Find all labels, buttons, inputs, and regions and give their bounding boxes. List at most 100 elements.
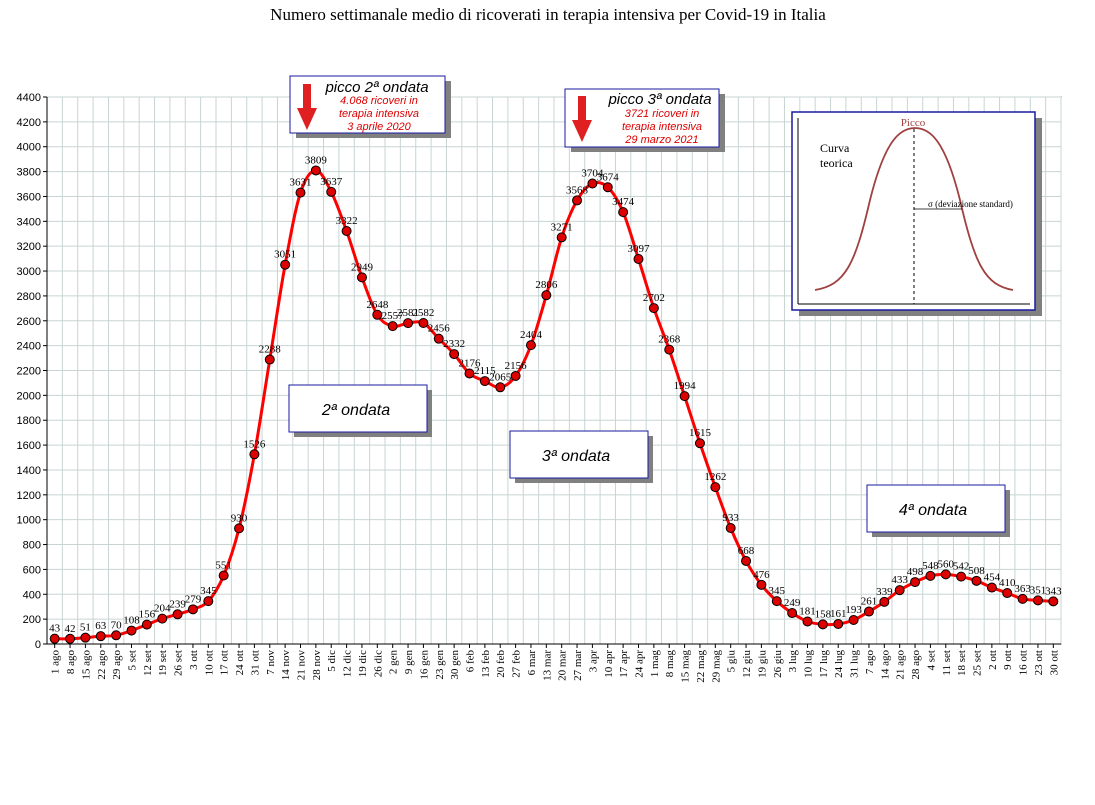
peak3-line1: 3721 ricoveri in	[625, 108, 700, 120]
data-label: 193	[845, 604, 862, 616]
wave2-box	[288, 384, 428, 433]
data-label: 156	[139, 609, 156, 621]
data-label: 433	[891, 574, 908, 586]
inset-peak-label: Picco	[901, 117, 926, 129]
data-point	[802, 616, 813, 627]
x-tick-label: 26 set	[173, 650, 185, 676]
data-label: 279	[185, 593, 202, 605]
data-point	[664, 344, 675, 355]
x-tick-label: 10 lug	[803, 650, 815, 678]
x-tick-label: 30 gen	[449, 650, 461, 680]
data-point	[863, 606, 874, 617]
peak2-box	[289, 75, 446, 134]
data-point	[264, 354, 275, 365]
data-point	[203, 596, 214, 607]
data-label: 2582	[412, 307, 434, 319]
data-label: 2557	[382, 310, 405, 322]
x-tick-label: 29 mag	[710, 650, 722, 683]
data-point	[126, 625, 137, 636]
data-label: 2404	[520, 329, 543, 341]
data-label: 3474	[612, 196, 635, 208]
x-tick-label: 12 dic	[342, 650, 354, 677]
inset-label-line2: teorica	[820, 156, 853, 170]
x-tick-label: 6 mar	[526, 650, 538, 676]
x-tick-label: 27 mar	[572, 650, 584, 681]
y-tick-label: 3400	[17, 216, 41, 228]
data-label: 410	[999, 577, 1016, 589]
x-tick-label: 31 lug	[849, 650, 861, 678]
x-tick-label: 18 set	[956, 650, 968, 676]
data-labels: 43 42 51 63 70 108156204239279345551930152622…	[49, 154, 1062, 634]
data-label: 2065	[489, 371, 512, 383]
data-label: 161	[830, 608, 847, 620]
data-point	[817, 619, 828, 630]
x-tick-label: 23 gen	[434, 650, 446, 680]
data-label: 351	[1030, 584, 1047, 596]
y-tick-label: 200	[23, 614, 41, 626]
y-tick-label: 1600	[17, 440, 41, 452]
data-label: 363	[1014, 583, 1031, 595]
data-label: 2115	[474, 365, 496, 377]
y-tick-label: 1000	[17, 515, 41, 527]
x-tick-label: 9 gen	[403, 650, 415, 675]
inset-box	[791, 111, 1036, 311]
chart-title: Numero settimanale medio di ricoverati i…	[270, 5, 826, 24]
data-label: 3637	[320, 176, 343, 188]
data-label: 548	[922, 560, 939, 572]
data-label: 3674	[597, 171, 620, 183]
y-tick-label: 2000	[17, 390, 41, 402]
y-tick-label: 3800	[17, 167, 41, 179]
peak3-title: picco 3ª ondata	[607, 91, 711, 108]
y-tick-label: 3200	[17, 241, 41, 253]
wave3-label-box: 3ª ondata	[509, 430, 653, 483]
data-point	[956, 571, 967, 582]
x-tick-label: 10 apr	[603, 650, 615, 678]
y-tick-label: 4200	[17, 117, 41, 129]
peak3-arrow-icon	[572, 120, 592, 142]
data-point	[249, 449, 260, 460]
data-label: 498	[907, 566, 924, 578]
data-point	[725, 523, 736, 534]
x-tick-label: 3 apr	[587, 650, 599, 673]
data-label: 2176	[459, 357, 482, 369]
data-label: 2332	[443, 338, 465, 350]
data-label: 2288	[259, 344, 282, 356]
data-point	[495, 382, 506, 393]
x-tick-label: 14 nov	[280, 650, 292, 681]
y-tick-label: 4000	[17, 142, 41, 154]
data-label: 181	[799, 605, 816, 617]
x-tick-label: 28 nov	[311, 650, 323, 681]
data-point	[280, 259, 291, 270]
x-tick-label: 3 lug	[787, 650, 799, 673]
x-tick-label: 22 mag	[695, 650, 707, 683]
data-point	[172, 609, 183, 620]
data-label: 204	[154, 603, 171, 615]
y-tick-label: 4400	[17, 92, 41, 104]
x-tick-label: 10 ott	[203, 650, 215, 675]
y-axis-ticks: 0 200 400 600 800 1000 1200 1400 1600 1800 2000 220…	[17, 92, 47, 651]
data-label: 542	[953, 561, 970, 573]
inset-bell-curve	[814, 127, 1014, 291]
x-tick-label: 5 dic	[326, 650, 338, 672]
data-label: 239	[169, 598, 186, 610]
x-tick-label: 6 feb	[465, 650, 477, 673]
y-tick-label: 600	[23, 564, 41, 576]
y-tick-label: 2800	[17, 291, 41, 303]
data-label: 3704	[581, 168, 604, 180]
data-point	[187, 604, 198, 615]
data-point	[479, 376, 490, 387]
data-label: 3809	[305, 154, 328, 166]
data-point	[80, 632, 91, 643]
y-tick-label: 3600	[17, 191, 41, 203]
data-point	[234, 523, 245, 534]
peak3-line3: 29 marzo 2021	[624, 134, 698, 146]
data-label: 3271	[551, 221, 573, 233]
x-tick-label: 24 ott	[234, 650, 246, 675]
x-tick-label: 13 mar	[541, 650, 553, 681]
x-tick-label: 19 giu	[756, 650, 768, 678]
data-point	[894, 585, 905, 596]
x-tick-label: 16 gen	[418, 650, 430, 680]
wave3-label: 3ª ondata	[542, 448, 610, 465]
x-tick-label: 17 lug	[818, 650, 830, 678]
